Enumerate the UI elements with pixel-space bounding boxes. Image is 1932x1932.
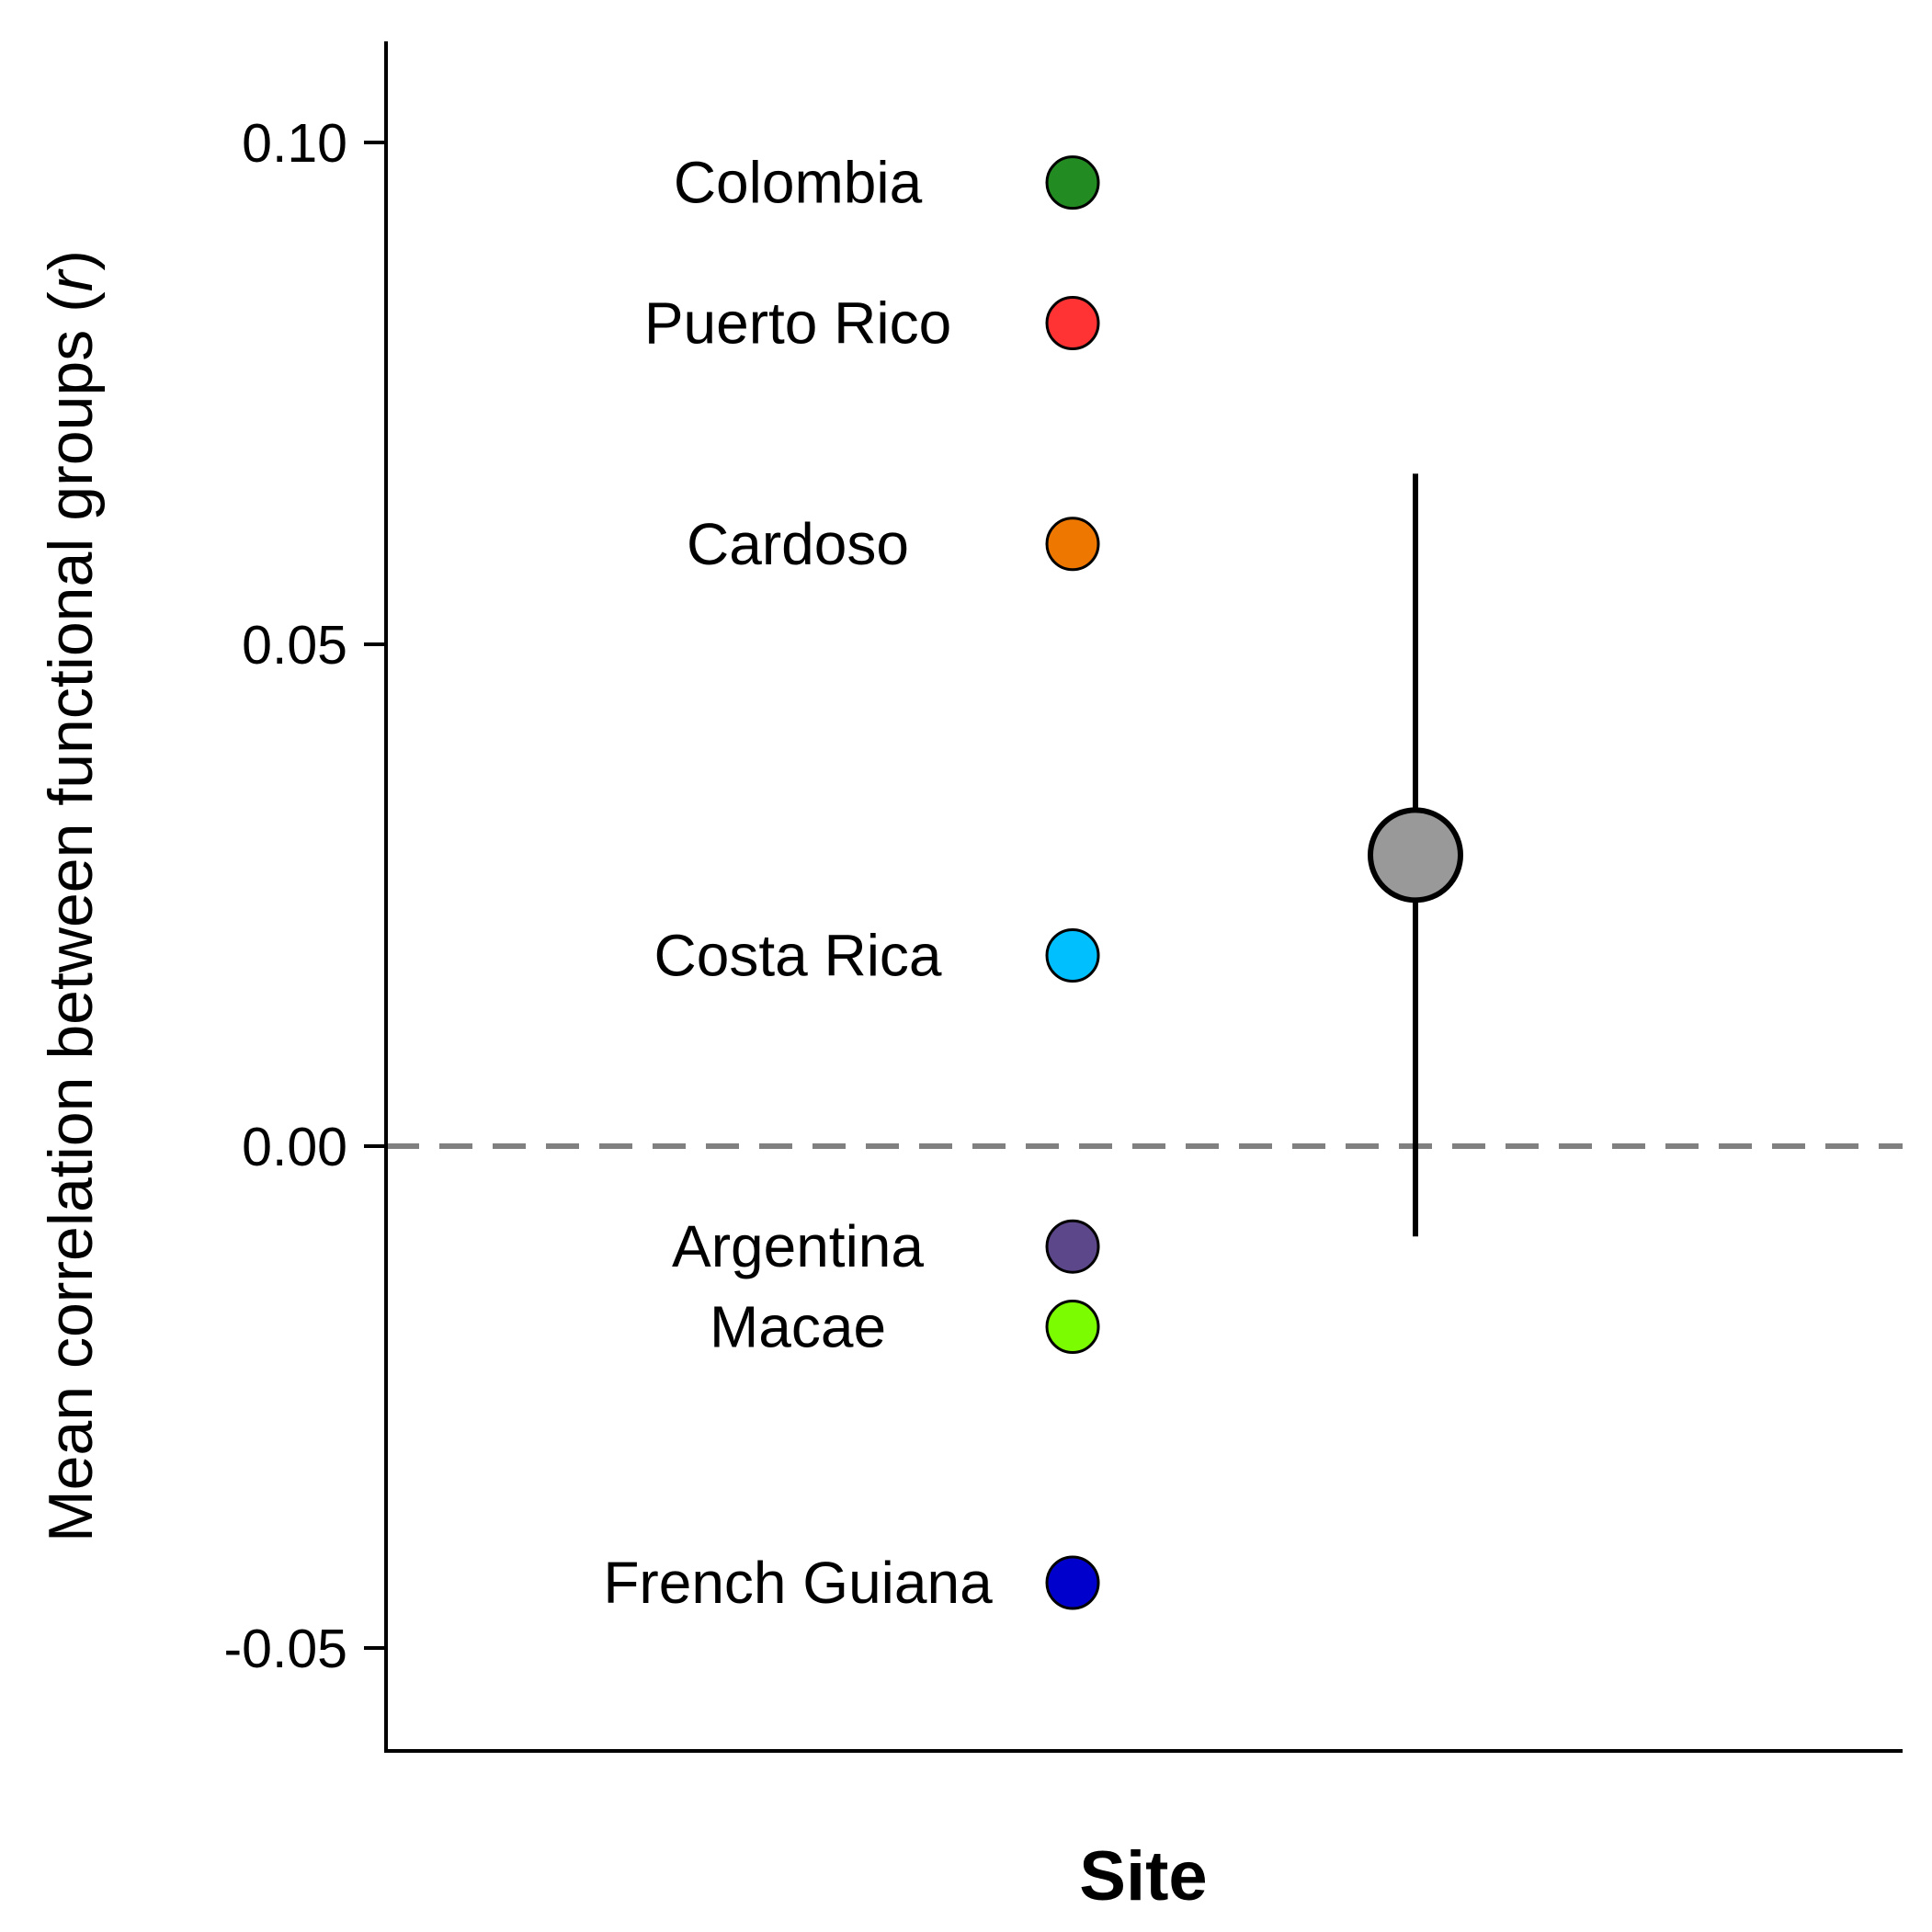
site-point: [1045, 155, 1100, 210]
site-point: [1045, 1555, 1100, 1610]
site-label: Puerto Rico: [644, 290, 951, 357]
site-point: [1045, 517, 1100, 572]
y-tick-label: 0.05: [242, 615, 347, 676]
site-point-group: Macae: [710, 1294, 1100, 1360]
y-axis-title-main: Mean correlation between functional grou…: [36, 291, 106, 1542]
site-point-group: Cardoso: [687, 511, 1100, 577]
site-point-group: Puerto Rico: [644, 290, 1100, 357]
site-point: [1045, 928, 1100, 983]
y-ticks: 0.10 0.05 0.00 -0.05: [224, 113, 386, 1679]
y-axis-title-symbol: r: [36, 268, 106, 291]
y-tick-label: -0.05: [224, 1619, 347, 1679]
y-axis-title-close: ): [36, 250, 106, 271]
site-point: [1045, 296, 1100, 351]
site-point-group: Argentina: [672, 1213, 1100, 1279]
site-points: Colombia Puerto Rico Cardoso Costa Rica Arge…: [603, 150, 1100, 1616]
x-axis-title: Site: [1079, 1837, 1207, 1915]
site-label: French Guiana: [603, 1550, 993, 1616]
y-tick-label: 0.00: [242, 1117, 347, 1177]
site-label: Colombia: [674, 150, 923, 216]
site-label: Cardoso: [687, 511, 909, 577]
y-axis-title: Mean correlation between functional grou…: [36, 250, 106, 1542]
site-point-group: French Guiana: [603, 1550, 1100, 1616]
site-label: Argentina: [672, 1213, 924, 1279]
site-point: [1045, 1219, 1100, 1274]
overall-mean-point: [1368, 807, 1463, 903]
site-label: Macae: [710, 1294, 886, 1360]
site-point-group: Colombia: [674, 150, 1100, 216]
site-point: [1045, 1300, 1100, 1355]
site-point-group: Costa Rica: [654, 923, 1100, 989]
y-tick-label: 0.10: [242, 113, 347, 174]
overall-mean-layer: [1368, 473, 1463, 1237]
site-label: Costa Rica: [654, 923, 942, 989]
